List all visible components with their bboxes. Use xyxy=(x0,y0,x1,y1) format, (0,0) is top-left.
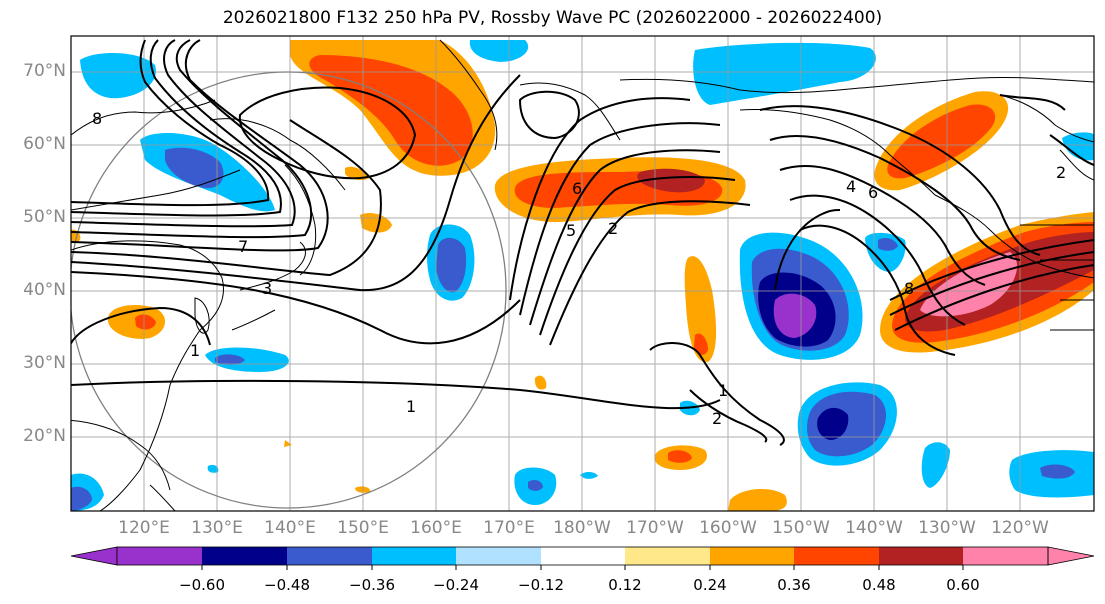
colorbar-swatch xyxy=(117,547,202,565)
contour-label: 5 xyxy=(566,221,576,240)
lat-label: 70°N xyxy=(23,61,66,81)
lon-label: 180°W xyxy=(553,518,611,538)
contour-label: 3 xyxy=(262,279,272,298)
lon-label: 150°E xyxy=(337,518,389,538)
colorbar-tick-label: 0.24 xyxy=(693,576,727,594)
colorbar-swatch xyxy=(710,547,794,565)
lon-label: 140°E xyxy=(264,518,316,538)
colorbar-swatch xyxy=(879,547,963,565)
contour-label: 1 xyxy=(718,381,728,400)
contour-label: 6 xyxy=(572,179,582,198)
colorbar-swatch xyxy=(963,547,1048,565)
lat-label: 30°N xyxy=(23,353,66,373)
colorbar-swatch xyxy=(372,547,456,565)
contour-labels: 8 7 3 1 1 6 5 2 1 2 4 6 8 2 xyxy=(92,109,1066,428)
colorbar-extend-min xyxy=(70,546,118,566)
colorbar-tick-label: −0.48 xyxy=(264,576,310,594)
colorbar-extend-max xyxy=(1047,546,1095,566)
graticule xyxy=(71,36,1094,511)
lat-label: 20°N xyxy=(23,426,66,446)
colorbar-tick-label: −0.36 xyxy=(349,576,395,594)
colorbar-tick-label: 0.48 xyxy=(862,576,896,594)
colorbar-tick-label: 0.36 xyxy=(777,576,811,594)
lon-label: 140°W xyxy=(845,518,903,538)
lon-label: 170°E xyxy=(483,518,535,538)
colorbar-tick-label: 0.60 xyxy=(946,576,980,594)
lon-label: 120°W xyxy=(991,518,1049,538)
colorbar-swatch xyxy=(541,547,625,565)
lon-label: 170°W xyxy=(626,518,684,538)
lon-label: 160°E xyxy=(410,518,462,538)
contour-label: 2 xyxy=(712,409,722,428)
max-anomaly-core xyxy=(920,252,1018,317)
colorbar-tick-label: −0.60 xyxy=(179,576,225,594)
lat-label: 40°N xyxy=(23,280,66,300)
contour-label: 6 xyxy=(868,183,878,202)
lon-label: 150°W xyxy=(772,518,830,538)
contour-label: 1 xyxy=(406,397,416,416)
colorbar-swatch xyxy=(625,547,710,565)
lon-label: 130°W xyxy=(918,518,976,538)
range-circle xyxy=(71,71,507,509)
pv-anomaly-fields xyxy=(71,40,1094,511)
lat-label: 60°N xyxy=(23,134,66,154)
colorbar-tick-label: 0.12 xyxy=(608,576,642,594)
lon-label: 160°W xyxy=(699,518,757,538)
contour-label: 1 xyxy=(190,341,200,360)
contour-label: 2 xyxy=(608,219,618,238)
lon-label: 130°E xyxy=(191,518,243,538)
colorbar-swatch xyxy=(456,547,541,565)
colorbar-tick-label: −0.24 xyxy=(433,576,479,594)
lat-label: 50°N xyxy=(23,207,66,227)
lon-label: 120°E xyxy=(118,518,170,538)
colorbar-swatch xyxy=(202,547,287,565)
map-frame xyxy=(70,35,1095,512)
contour-label: 8 xyxy=(92,109,102,128)
colorbar-swatch xyxy=(287,547,372,565)
contour-label: 4 xyxy=(846,177,856,196)
min-anomaly-core xyxy=(773,293,817,338)
colorbar-tick-label: −0.12 xyxy=(518,576,564,594)
pv-contours xyxy=(71,39,1094,446)
map-title: 2026021800 F132 250 hPa PV, Rossby Wave … xyxy=(222,8,883,28)
colorbar xyxy=(70,546,1095,570)
colorbar-swatch xyxy=(794,547,879,565)
contour-label: 2 xyxy=(1056,163,1066,182)
contour-label: 8 xyxy=(904,279,914,298)
contour-label: 7 xyxy=(238,237,248,256)
